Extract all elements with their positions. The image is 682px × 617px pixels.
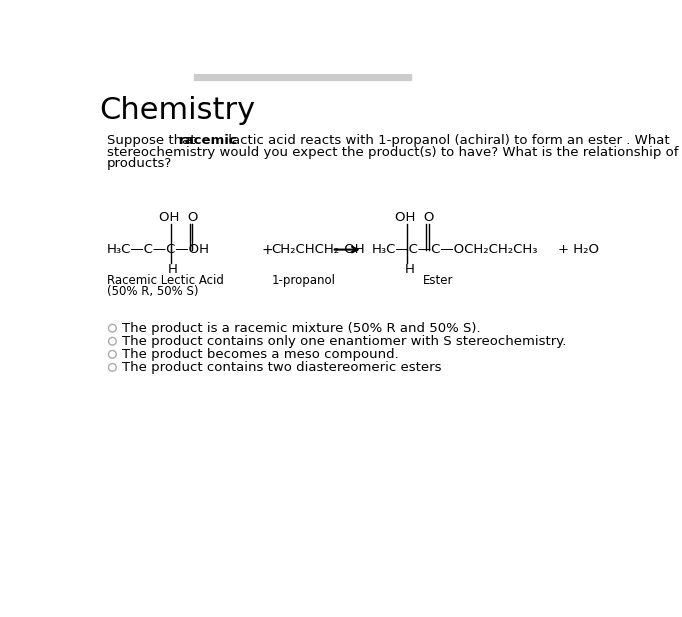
Text: Chemistry: Chemistry — [99, 96, 255, 125]
Text: Ester: Ester — [422, 274, 453, 288]
Text: OH  O: OH O — [396, 211, 434, 224]
Text: + H₂O: + H₂O — [558, 243, 599, 256]
Text: (50% R, 50% S): (50% R, 50% S) — [107, 285, 198, 298]
Text: H₃C—C—C—OH: H₃C—C—C—OH — [107, 243, 210, 256]
Text: +: + — [262, 242, 273, 257]
Text: stereochemistry would you expect the product(s) to have? What is the relationshi: stereochemistry would you expect the pro… — [107, 146, 682, 159]
Text: racemic: racemic — [179, 134, 237, 147]
Text: lactic acid reacts with 1-propanol (achiral) to form an ester . What: lactic acid reacts with 1-propanol (achi… — [224, 134, 670, 147]
Text: H₃C—C—C—OCH₂CH₂CH₃: H₃C—C—C—OCH₂CH₂CH₃ — [372, 243, 539, 256]
Text: CH₂CHCH₂-OH: CH₂CHCH₂-OH — [271, 243, 365, 256]
Bar — [194, 74, 411, 80]
Text: Racemic Lectic Acid: Racemic Lectic Acid — [107, 274, 224, 288]
Text: The product contains two diastereomeric esters: The product contains two diastereomeric … — [123, 361, 442, 374]
Text: The product is a racemic mixture (50% R and 50% S).: The product is a racemic mixture (50% R … — [123, 321, 481, 334]
Text: Suppose that: Suppose that — [107, 134, 200, 147]
Text: The product becomes a meso compound.: The product becomes a meso compound. — [123, 348, 399, 361]
Text: 1-propanol: 1-propanol — [271, 274, 336, 288]
Text: H: H — [168, 263, 178, 276]
Text: The product contains only one enantiomer with S stereochemistry.: The product contains only one enantiomer… — [123, 335, 567, 348]
Text: H: H — [404, 263, 415, 276]
Text: products?: products? — [107, 157, 172, 170]
Text: OH  O: OH O — [159, 211, 198, 224]
